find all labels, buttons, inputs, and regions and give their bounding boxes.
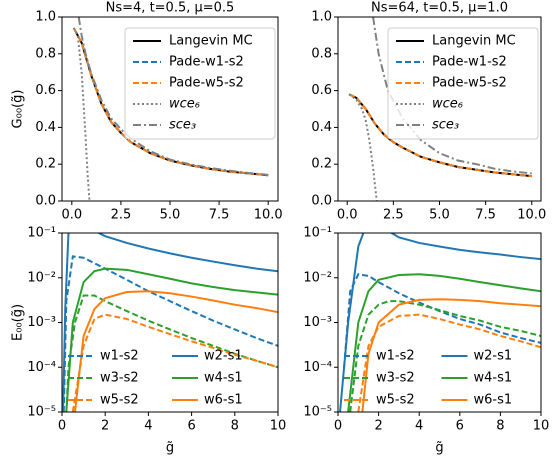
series-line (71, 313, 278, 412)
x-tick-label: 8 (496, 419, 504, 434)
series-line (349, 300, 541, 412)
x-tick-label: 8 (231, 419, 239, 434)
panel-title: Ns=64, t=0.5, μ=1.0 (371, 1, 508, 16)
x-tick-label: 10 (533, 419, 550, 434)
y-tick-label: 10⁻¹ (303, 226, 332, 241)
x-axis-label: g̃ (166, 441, 174, 456)
x-tick-label: 5.0 (429, 208, 450, 223)
y-tick-label: 0.0 (311, 194, 332, 209)
y-tick-label: 0.2 (311, 157, 332, 172)
legend-label: w1-s2 (100, 349, 139, 364)
y-tick-label: 0.0 (35, 194, 56, 209)
legend-label: wce₆ (169, 97, 200, 112)
y-axis-label: E₀₀(g̃) (11, 304, 26, 341)
x-tick-label: 5.0 (160, 208, 181, 223)
legend-label: w4-s1 (204, 371, 243, 386)
legend-label: Pade-w1-s2 (432, 55, 507, 70)
legend-box (124, 27, 276, 140)
legend-label: wce₆ (432, 97, 463, 112)
series-line (65, 294, 278, 412)
x-tick-label: 2.5 (383, 208, 404, 223)
y-tick-label: 0.6 (311, 83, 332, 98)
x-tick-label: 0.0 (61, 208, 82, 223)
x-axis-label: g̃ (435, 441, 443, 456)
panel: Ns=4, t=0.5, μ=0.5 G₀₀(g̃) 0.0 2.5 5.0 7.5 10.… (11, 1, 283, 223)
series-line (62, 233, 278, 412)
y-tick-label: 10⁻⁴ (303, 360, 332, 375)
panel: g̃ 0 2 4 6 8 10 10⁻⁵ 10⁻⁴ 10⁻³ 10⁻² 10⁻¹ w1-s2 w2-s1 w… (303, 226, 550, 456)
series-line (65, 267, 278, 412)
x-tick-label: 4 (415, 419, 423, 434)
x-tick-label: 2.5 (111, 208, 132, 223)
y-tick-label: 10⁻⁵ (27, 405, 56, 420)
legend-label: w5-s2 (100, 393, 139, 408)
legend-label: Pade-w5-s2 (169, 76, 244, 91)
x-tick-label: 6 (456, 419, 464, 434)
y-tick-label: 10⁻¹ (27, 226, 56, 241)
x-tick-label: 10.0 (517, 208, 546, 223)
legend-label: w6-s1 (474, 393, 513, 408)
legend-label: w3-s2 (100, 371, 139, 386)
x-tick-label: 2 (374, 419, 382, 434)
axes-frame (337, 16, 542, 202)
legend-label: Pade-w1-s2 (169, 55, 244, 70)
x-tick-label: 7.5 (209, 208, 230, 223)
series-group (339, 233, 541, 412)
y-tick-label: 10⁻² (303, 270, 332, 285)
x-tick-label: 2 (101, 419, 109, 434)
y-tick-label: 0.8 (35, 46, 56, 61)
series-group (62, 233, 278, 412)
y-tick-label: 0.2 (35, 157, 56, 172)
x-tick-label: 10 (270, 419, 287, 434)
axes-frame (61, 16, 279, 202)
x-tick-label: 4 (144, 419, 152, 434)
y-tick-label: 0.8 (311, 46, 332, 61)
series-group (348, 17, 532, 201)
legend-label: w5-s2 (376, 393, 415, 408)
legend-label: w6-s1 (204, 393, 243, 408)
series-line (348, 93, 378, 201)
series-line (361, 298, 541, 412)
panel: Ns=64, t=0.5, μ=1.0 0.0 2.5 5.0 7.5 10.0 0.0 0.… (311, 1, 546, 223)
x-tick-label: 7.5 (475, 208, 496, 223)
legend-label: w3-s2 (376, 371, 415, 386)
x-tick-label: 6 (187, 419, 195, 434)
legend-label: sce₃ (169, 118, 196, 133)
panel: E₀₀(g̃) g̃ 0 2 4 6 8 10 10⁻⁵ 10⁻⁴ 10⁻³ 10⁻² 10⁻¹ w1-s… (11, 226, 287, 456)
x-tick-label: 0 (58, 419, 66, 434)
legend-label: sce₃ (432, 118, 459, 133)
y-tick-label: 0.4 (311, 120, 332, 135)
y-tick-label: 10⁻⁵ (303, 405, 332, 420)
legend-box (387, 27, 539, 140)
y-tick-label: 10⁻³ (27, 315, 56, 330)
legend-label: Pade-w5-s2 (432, 76, 507, 91)
y-axis-label: G₀₀(g̃) (11, 90, 26, 129)
legend-label: Langevin MC (432, 34, 516, 49)
series-line (347, 273, 541, 412)
series-line (73, 290, 278, 412)
x-tick-label: 10.0 (254, 208, 283, 223)
series-line (339, 233, 541, 412)
axes-frame (337, 232, 542, 413)
axes-frame (61, 232, 279, 413)
legend-label: w4-s1 (474, 371, 513, 386)
legend-label: w2-s1 (204, 349, 243, 364)
x-tick-label: 0 (334, 419, 342, 434)
series-line (72, 27, 91, 201)
y-tick-label: 1.0 (35, 10, 56, 25)
legend-label: w1-s2 (376, 349, 415, 364)
y-tick-label: 10⁻⁴ (27, 360, 56, 375)
series-line (343, 273, 541, 368)
legend-label: Langevin MC (169, 34, 253, 49)
legend-label: w2-s1 (474, 349, 513, 364)
panel-title: Ns=4, t=0.5, μ=0.5 (106, 1, 235, 16)
y-tick-label: 1.0 (311, 10, 332, 25)
series-line (348, 93, 532, 178)
x-tick-label: 0.0 (337, 208, 358, 223)
y-tick-label: 0.6 (35, 83, 56, 98)
y-tick-label: 0.4 (35, 120, 56, 135)
y-tick-label: 10⁻² (27, 270, 56, 285)
y-tick-label: 10⁻³ (303, 315, 332, 330)
